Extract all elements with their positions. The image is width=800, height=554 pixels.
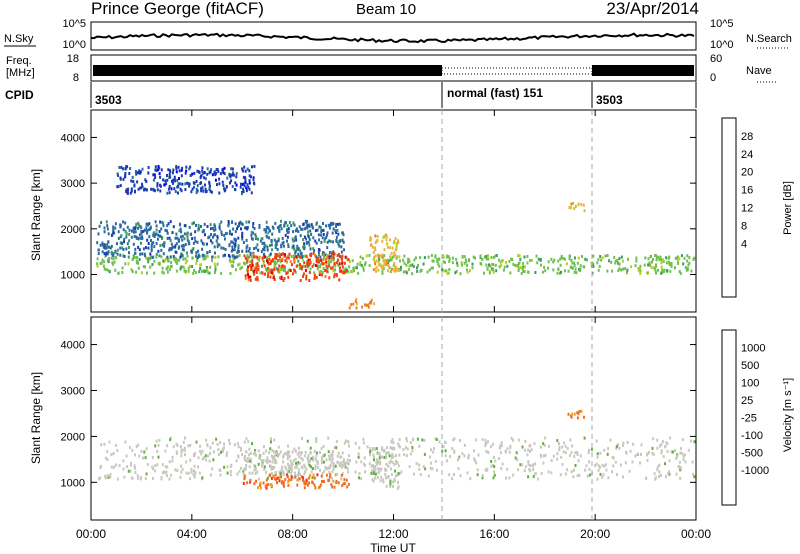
power-region-5: [568, 201, 586, 213]
noise-left-tick-top: 10^5: [62, 18, 86, 30]
y-tick-label: 2000: [61, 224, 85, 236]
velocity-y-axis-label: Slant Range [km]: [29, 372, 43, 464]
velocity-y-ticks: 1000 2000 3000 4000: [61, 340, 696, 489]
cpid-segment-3: 3503: [596, 93, 623, 107]
colorbar-tick-label: 8: [741, 220, 747, 232]
noise-panel-frame: [90, 21, 697, 51]
freq-label-line2: [MHz]: [6, 67, 35, 79]
colorbar-tick-label: 1000: [741, 343, 765, 355]
date-label: 23/Apr/2014: [606, 0, 699, 18]
y-tick-label: 4000: [61, 340, 85, 352]
freq-label-line1: Freq.: [6, 55, 32, 67]
y-tick-label: 2000: [61, 431, 85, 443]
noise-right-tick-top: 10^5: [710, 18, 734, 30]
colorbar-tick-label: 25: [741, 395, 753, 407]
power-colorbar-title: Power [dB]: [782, 181, 794, 235]
vel-region-4: [567, 409, 585, 420]
cpid-segment-2: normal (fast) 151: [447, 86, 543, 100]
colorbar-tick-label: 4: [741, 238, 747, 250]
power-y-axis-label: Slant Range [km]: [29, 169, 43, 261]
colorbar-tick-label: -1000: [741, 465, 769, 477]
time-x-ticks: 00:00 04:00 08:00 12:00 16:00 20:00 00:00: [76, 110, 711, 541]
cpid-segment-1: 3503: [95, 93, 122, 107]
velocity-panel-frame: [90, 316, 697, 521]
station-title: Prince George (fitACF): [91, 0, 264, 18]
y-tick-label: 3000: [61, 178, 85, 190]
noise-sky-label: N.Sky: [4, 33, 34, 45]
vel-region-0: [98, 436, 696, 481]
noise-right-tick-bottom: 10^0: [710, 39, 734, 51]
power-y-ticks: 1000 2000 3000 4000: [61, 132, 696, 282]
freq-bar-segment-3: [592, 65, 694, 76]
colorbar-tick-label: 16: [741, 185, 753, 197]
colorbar-frame: [721, 329, 737, 506]
power-region-6: [116, 164, 256, 196]
y-tick-label: 1000: [61, 270, 85, 282]
x-tick-label: 16:00: [479, 527, 509, 541]
power-colorbar: 28 24 20 16 12 8 4: [721, 117, 753, 298]
velocity-scatter: [98, 409, 696, 490]
power-region-2: [243, 251, 350, 282]
vel-region-1: [242, 473, 350, 490]
x-tick-label: 04:00: [177, 527, 207, 541]
velocity-colorbar-title: Velocity [m s⁻¹]: [782, 378, 794, 452]
x-tick-label: 20:00: [580, 527, 610, 541]
colorbar-tick-label: -25: [741, 413, 757, 425]
vel-region-2: [242, 450, 350, 476]
colorbar-tick-label: 20: [741, 167, 753, 179]
y-tick-label: 3000: [61, 385, 85, 397]
colorbar-tick-label: 24: [741, 149, 753, 161]
vel-region-3: [369, 446, 400, 490]
cpid-label: CPID: [5, 88, 34, 102]
x-tick-label: 00:00: [76, 527, 106, 541]
x-tick-label: 00:00: [681, 527, 711, 541]
velocity-colorbar: 1000 500 100 25 -25 -100 -500 -1000: [721, 329, 769, 506]
freq-bar-segment-1: [93, 65, 442, 76]
x-tick-label: 08:00: [278, 527, 308, 541]
colorbar-tick-label: 12: [741, 203, 753, 215]
time-axis-label: Time UT: [370, 541, 416, 554]
power-region-1: [96, 219, 345, 260]
power-region-4: [369, 233, 401, 273]
freq-tick-top: 18: [67, 53, 79, 65]
nave-tick-bottom: 0: [710, 72, 716, 84]
nave-tick-top: 60: [710, 53, 722, 65]
colorbar-tick-label: 500: [741, 360, 759, 372]
y-tick-label: 4000: [61, 132, 85, 144]
power-panel-frame: [90, 109, 697, 313]
freq-bar-segment-2: [441, 67, 593, 75]
noise-left-tick-bottom: 10^0: [62, 39, 86, 51]
colorbar-tick-label: -100: [741, 430, 763, 442]
colorbar-tick-label: -500: [741, 448, 763, 460]
x-tick-label: 12:00: [378, 527, 408, 541]
freq-panel-frame: [90, 54, 697, 82]
power-scatter: [96, 164, 696, 310]
colorbar-tick-label: 100: [741, 378, 759, 390]
noise-sky-trace: [90, 32, 695, 44]
power-region-3: [348, 297, 376, 310]
colorbar-tick-label: 28: [741, 131, 753, 143]
noise-search-label: N.Search: [746, 33, 792, 45]
beam-label: Beam 10: [356, 1, 416, 18]
nave-label: Nave: [746, 65, 772, 77]
y-tick-label: 1000: [61, 477, 85, 489]
freq-tick-bottom: 8: [73, 72, 79, 84]
colorbar-frame: [721, 117, 737, 298]
power-region-0: [96, 254, 696, 276]
